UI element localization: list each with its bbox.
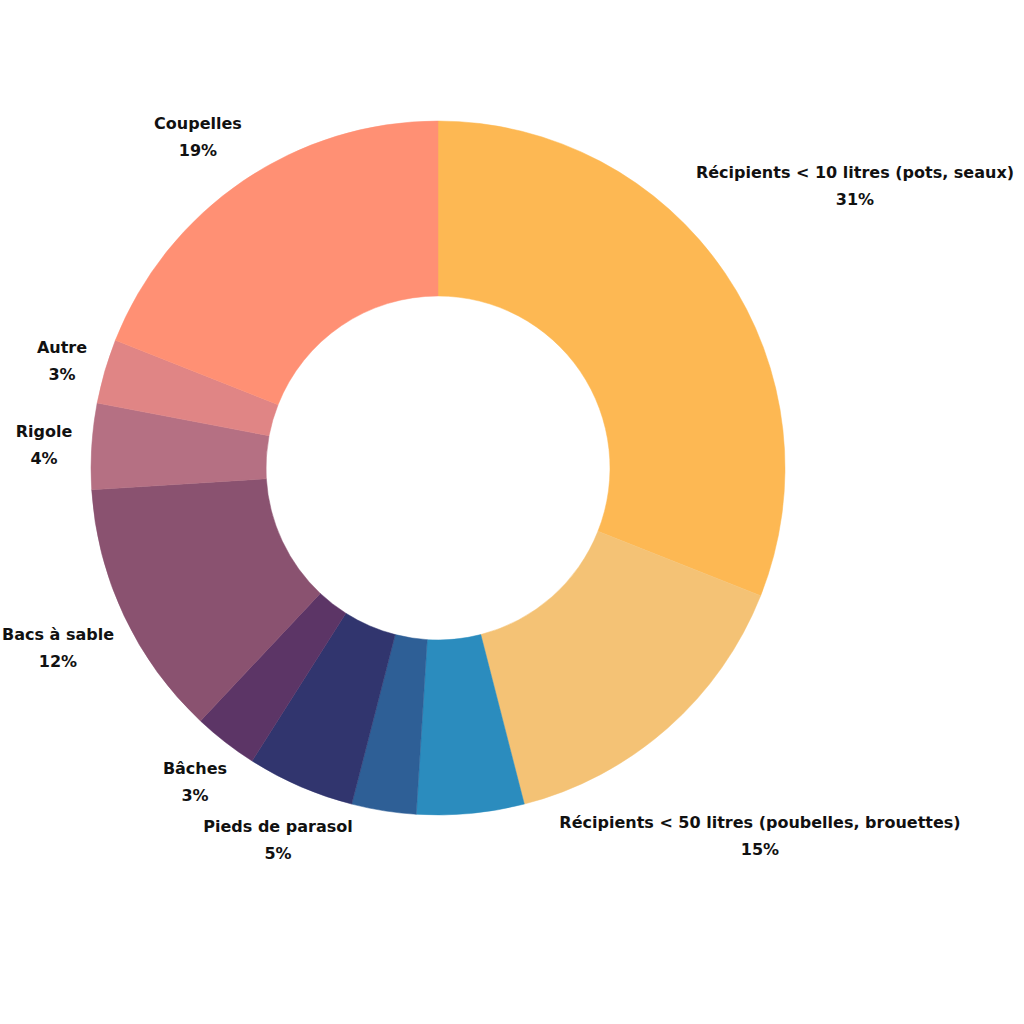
slice-value: 19% [179, 141, 217, 160]
slice-label: Récipients < 50 litres (poubelles, broue… [559, 813, 960, 832]
slice-label: Récipients < 10 litres (pots, seaux) [696, 163, 1014, 182]
slice [92, 479, 321, 721]
slice-value: 12% [39, 652, 77, 671]
slice-label: Bacs à sable [2, 625, 114, 644]
labels: Récipients < 10 litres (pots, seaux) 31% R… [2, 114, 1014, 863]
slice-label: Bâches [163, 759, 227, 778]
slice [416, 635, 524, 815]
chart-container: Récipients < 10 litres (pots, seaux) 31% R… [0, 0, 1024, 1024]
slice-value: 5% [264, 844, 291, 863]
slice-value: 31% [836, 190, 874, 209]
slice-label: Rigole [16, 422, 73, 441]
slice-value: 4% [30, 449, 57, 468]
slice-value: 15% [741, 840, 779, 859]
slice-value: 3% [48, 365, 75, 384]
slices [91, 121, 785, 815]
slice [115, 121, 438, 405]
slice-label: Pieds de parasol [203, 817, 352, 836]
slice [481, 531, 761, 804]
slice-label: Autre [37, 338, 87, 357]
chart-svg: Récipients < 10 litres (pots, seaux) 31% R… [0, 0, 1024, 1024]
slice-label: Coupelles [154, 114, 242, 133]
slice [438, 121, 785, 596]
slice-value: 3% [181, 786, 208, 805]
